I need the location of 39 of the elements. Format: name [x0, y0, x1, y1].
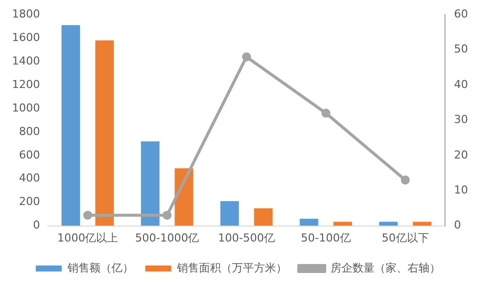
x-tick-label: 50-100亿	[300, 231, 351, 244]
y2-tick-label: 30	[454, 113, 468, 126]
y-tick-label: 200	[18, 195, 40, 208]
y2-tick-label: 20	[454, 148, 468, 162]
bar	[254, 208, 273, 226]
x-tick-label: 50亿以下	[382, 231, 429, 244]
bar	[412, 222, 432, 226]
y-tick-label: 400	[18, 172, 40, 185]
point	[321, 108, 330, 118]
bar	[140, 141, 160, 226]
legend-label: 销售面积（万平方米）	[176, 261, 287, 274]
bar	[379, 222, 398, 226]
point	[400, 176, 410, 185]
y-tick-label: 600	[18, 148, 40, 162]
x-tick-label: 1000亿以上	[57, 231, 118, 244]
y-tick-label: 1800	[12, 7, 40, 20]
x-tick-label: 100-500亿	[218, 231, 275, 244]
y2-tick-label: 50	[454, 42, 468, 56]
bar	[95, 40, 114, 226]
y-tick-label: 1000	[12, 101, 40, 114]
y2-tick-label: 10	[454, 183, 468, 196]
legend-label: 房企数量（家、右轴）	[330, 261, 440, 274]
point	[242, 52, 251, 62]
y2-tick-label: 0	[454, 218, 462, 232]
point	[83, 210, 92, 220]
y-tick-label: 0	[32, 218, 40, 232]
x-tick-label: 500-1000亿	[135, 231, 200, 244]
bar	[333, 222, 352, 226]
bar	[220, 201, 239, 226]
legend-label: 销售额（亿）	[66, 261, 134, 274]
y-tick-label: 800	[18, 124, 40, 138]
y-tick-label: 1200	[12, 78, 40, 91]
y-tick-label: 1600	[12, 30, 40, 44]
bar	[300, 218, 318, 226]
y-tick-label: 1400	[12, 54, 40, 68]
bar	[62, 25, 80, 226]
y2-tick-label: 40	[454, 78, 468, 91]
y2-tick-label: 60	[454, 7, 468, 20]
point	[162, 210, 172, 220]
